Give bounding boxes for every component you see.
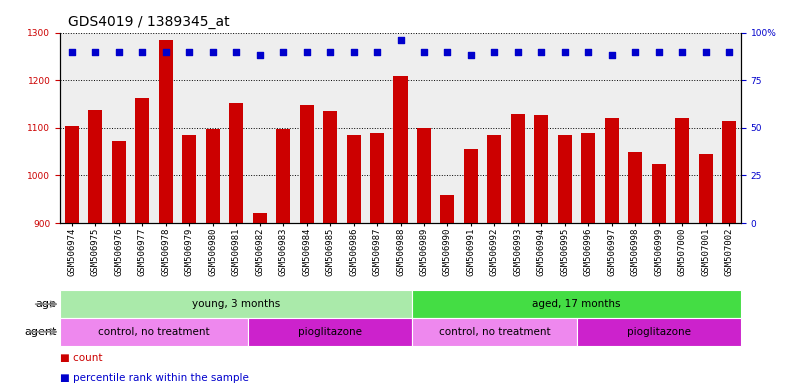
Bar [464, 149, 478, 223]
Bar [698, 154, 713, 223]
Bar [605, 118, 619, 223]
Point [606, 53, 618, 59]
Bar [370, 132, 384, 223]
Bar [582, 132, 595, 223]
Point [207, 49, 219, 55]
Text: control, no treatment: control, no treatment [439, 327, 550, 337]
Point [371, 49, 384, 55]
Bar [111, 141, 126, 223]
Bar [347, 135, 360, 223]
Point [441, 49, 454, 55]
Point [89, 49, 102, 55]
Bar [628, 152, 642, 223]
Text: GDS4019 / 1389345_at: GDS4019 / 1389345_at [68, 15, 230, 29]
Point [112, 49, 125, 55]
Text: age: age [36, 299, 57, 309]
Bar [182, 135, 196, 223]
Point [723, 49, 735, 55]
Point [652, 49, 665, 55]
Bar [413, 290, 741, 318]
Bar [417, 128, 431, 223]
Point [465, 53, 477, 59]
Point [300, 49, 313, 55]
Bar [252, 213, 267, 223]
Bar [441, 195, 454, 223]
Point [558, 49, 571, 55]
Point [183, 49, 195, 55]
Bar [577, 318, 741, 346]
Text: control, no treatment: control, no treatment [99, 327, 210, 337]
Text: ■ count: ■ count [60, 353, 103, 363]
Point [324, 49, 336, 55]
Point [699, 49, 712, 55]
Bar [534, 114, 549, 223]
Point [512, 49, 525, 55]
Point [676, 49, 689, 55]
Bar [159, 40, 173, 223]
Point [66, 49, 78, 55]
Point [582, 49, 594, 55]
Bar [65, 126, 78, 223]
Point [417, 49, 430, 55]
Bar [652, 164, 666, 223]
Bar [393, 76, 408, 223]
Bar [229, 103, 244, 223]
Bar [413, 318, 577, 346]
Bar [60, 318, 248, 346]
Point [230, 49, 243, 55]
Bar [300, 105, 314, 223]
Text: pioglitazone: pioglitazone [298, 327, 362, 337]
Text: aged, 17 months: aged, 17 months [533, 299, 621, 309]
Text: agent: agent [24, 327, 57, 337]
Point [136, 49, 149, 55]
Point [276, 49, 289, 55]
Point [488, 49, 501, 55]
Point [347, 49, 360, 55]
Point [159, 49, 172, 55]
Text: pioglitazone: pioglitazone [626, 327, 690, 337]
Bar [88, 110, 103, 223]
Bar [206, 129, 219, 223]
Point [253, 53, 266, 59]
Bar [511, 114, 525, 223]
Bar [675, 118, 690, 223]
Bar [323, 111, 337, 223]
Point [535, 49, 548, 55]
Point [629, 49, 642, 55]
Bar [276, 129, 290, 223]
Bar [557, 135, 572, 223]
Point [394, 37, 407, 43]
Bar [487, 135, 501, 223]
Text: ■ percentile rank within the sample: ■ percentile rank within the sample [60, 372, 249, 383]
Bar [60, 290, 413, 318]
Bar [135, 98, 149, 223]
Bar [248, 318, 413, 346]
Text: young, 3 months: young, 3 months [192, 299, 280, 309]
Bar [723, 121, 736, 223]
